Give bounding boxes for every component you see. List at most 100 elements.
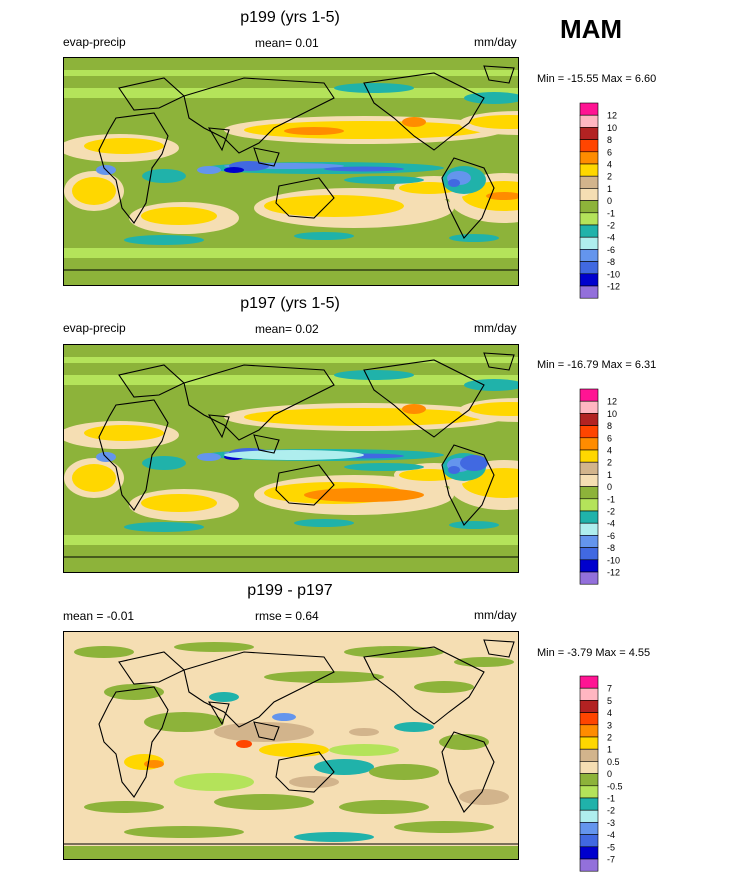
colorbar-swatch	[579, 449, 599, 463]
contour-region	[64, 70, 518, 76]
panel-1-colorbar: 12 10 8 6 4 2 1 0 -1 -2 -4 -6 -8 -10 -12	[579, 102, 639, 301]
colorbar-tick-label: 8	[607, 135, 612, 145]
colorbar-swatch	[579, 510, 599, 524]
contour-region	[144, 712, 224, 732]
colorbar-swatch	[579, 261, 599, 275]
colorbar-tick-label: -5	[607, 842, 615, 852]
colorbar-svg: 7 5 4 3 2 1 0.5 0 -0.5 -1 -2 -3 -4 -5 -7	[579, 675, 623, 872]
colorbar-tick-label: 4	[607, 446, 612, 456]
panel-2-title: p197 (yrs 1-5)	[240, 295, 340, 312]
coastline	[207, 127, 230, 152]
panel-3-mean-label: mean = -0.01	[63, 609, 135, 623]
contour-region	[72, 464, 116, 492]
colorbar-swatch	[579, 834, 599, 848]
contour-region	[469, 402, 518, 416]
coastline	[118, 651, 185, 685]
coastline	[483, 352, 515, 371]
coastline	[183, 364, 335, 441]
contour-region	[294, 832, 374, 842]
colorbar-tick-label: 2	[607, 733, 612, 743]
contour-region	[141, 494, 217, 512]
colorbar-tick-label: 7	[607, 684, 612, 694]
map-field	[64, 345, 518, 572]
coastline	[483, 65, 515, 84]
colorbar-tick-label: 8	[607, 421, 612, 431]
colorbar-tick-label: 12	[607, 111, 617, 121]
contour-region	[214, 722, 314, 742]
contour-region	[214, 794, 314, 810]
colorbar-tick-label: -8	[607, 543, 615, 553]
contour-region	[329, 744, 399, 756]
contour-region	[236, 740, 252, 748]
colorbar-swatch	[579, 413, 599, 426]
contour-region	[244, 408, 484, 426]
colorbar-swatch	[579, 571, 599, 585]
colorbar-tick-label: -1	[607, 794, 615, 804]
colorbar-swatch	[579, 139, 599, 153]
colorbar-tick-label: 0.5	[607, 757, 620, 767]
contour-region	[124, 522, 204, 532]
map-field	[64, 632, 518, 859]
coastline	[275, 177, 335, 219]
colorbar-tick-label: -4	[607, 519, 615, 529]
colorbar-swatch	[579, 127, 599, 140]
colorbar-tick-label: -2	[607, 507, 615, 517]
colorbar-swatch	[579, 102, 599, 116]
colorbar-swatch	[579, 486, 599, 500]
contour-region	[349, 728, 379, 736]
colorbar-tick-label: -6	[607, 531, 615, 541]
colorbar-swatch	[579, 809, 599, 823]
coastline	[253, 434, 280, 454]
coastline	[118, 77, 185, 111]
contour-region	[64, 270, 518, 285]
panel-2-units: mm/day	[474, 321, 517, 335]
panel-3-map	[63, 631, 519, 860]
colorbar-swatch	[579, 175, 599, 189]
colorbar-swatch	[579, 559, 599, 573]
coastline	[363, 646, 485, 725]
colorbar-swatch	[579, 773, 599, 787]
coastline	[363, 359, 485, 438]
colorbar-tick-label: -10	[607, 269, 620, 279]
colorbar-swatch	[579, 224, 599, 238]
coastline	[118, 364, 185, 398]
colorbar-tick-label: 5	[607, 696, 612, 706]
colorbar-swatch	[579, 675, 599, 689]
contour-region	[64, 88, 518, 98]
contour-region	[124, 826, 244, 838]
contour-region	[334, 370, 414, 380]
contour-region	[74, 646, 134, 658]
colorbar-swatch	[579, 785, 599, 799]
colorbar-swatch	[579, 200, 599, 214]
panel-3-minmax: Min = -3.79 Max = 4.55	[537, 647, 651, 659]
contour-region	[174, 642, 254, 652]
colorbar-swatch	[579, 797, 599, 811]
coastline	[98, 686, 169, 798]
colorbar-tick-label: 6	[607, 147, 612, 157]
panel-2-variable-label: evap-precip	[63, 321, 126, 335]
colorbar-swatch	[579, 700, 599, 713]
colorbar-tick-label: -4	[607, 233, 615, 243]
coastline	[275, 751, 335, 793]
contour-region	[209, 692, 239, 702]
map-field	[64, 58, 518, 285]
colorbar-swatch	[579, 736, 599, 750]
contour-region	[460, 455, 488, 471]
colorbar-tick-label: 10	[607, 123, 617, 133]
contour-region	[334, 83, 414, 93]
colorbar-swatch	[579, 388, 599, 402]
contour-region	[64, 535, 518, 545]
coastline	[253, 147, 280, 167]
colorbar-swatch	[579, 748, 599, 762]
colorbar-tick-label: 1	[607, 745, 612, 755]
contour-region	[224, 167, 244, 173]
colorbar-tick-label: 3	[607, 720, 612, 730]
colorbar-tick-label: 4	[607, 708, 612, 718]
panel-1-map	[63, 57, 519, 286]
colorbar-tick-label: 2	[607, 458, 612, 468]
contour-region	[339, 800, 429, 814]
colorbar-swatch	[579, 822, 599, 835]
colorbar-swatch	[579, 151, 599, 165]
contour-region	[469, 115, 518, 129]
